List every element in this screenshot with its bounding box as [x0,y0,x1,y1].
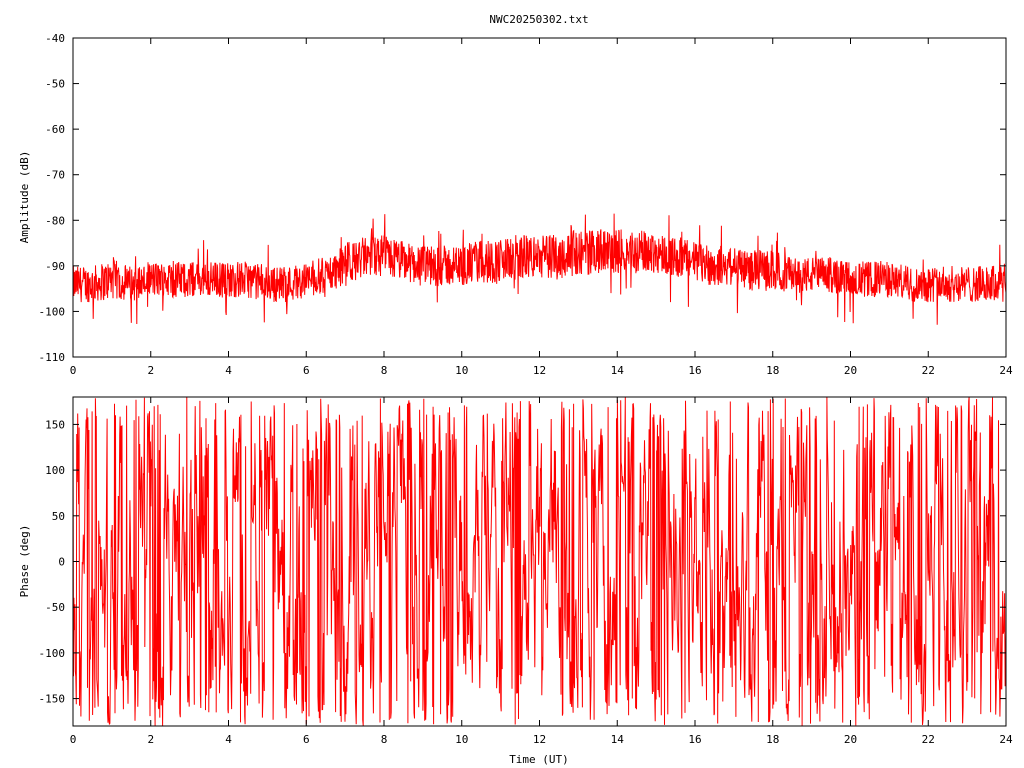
amplitude-y-tick-label: -40 [45,32,65,45]
amplitude-y-tick-label: -110 [39,351,66,364]
amplitude-x-tick-label: 12 [533,364,546,377]
amplitude-series-line [72,213,1007,325]
phase-panel: 0 2 4 6 8 10 12 14 16 18 20 22 24-150-100-5005010015… [18,396,1013,766]
phase-x-tick-label: 2 [147,733,154,746]
amplitude-x-tick-label: 16 [688,364,701,377]
phase-x-tick-label: 22 [922,733,935,746]
amplitude-axes: 0 2 4 6 8 10 12 14 16 18 20 22 24-110-100-90-80-70-6… [39,32,1013,377]
phase-x-tick-label: 24 [999,733,1013,746]
amplitude-x-tick-label: 10 [455,364,468,377]
amplitude-x-tick-label: 2 [147,364,154,377]
phase-axes: 0 2 4 6 8 10 12 14 16 18 20 22 24-150-100-5005010015… [39,397,1013,746]
phase-y-tick-label: -150 [39,693,66,706]
amplitude-y-tick-label: -50 [45,78,65,91]
amplitude-y-axis-label: Amplitude (dB) [18,151,31,244]
amplitude-x-tick-label: 20 [844,364,857,377]
amplitude-x-tick-label: 6 [303,364,310,377]
phase-y-axis-label: Phase (deg) [18,525,31,598]
phase-x-tick-label: 20 [844,733,857,746]
phase-x-tick-label: 16 [688,733,701,746]
chart-title: NWC20250302.txt [489,13,588,26]
phase-y-tick-label: -100 [39,647,66,660]
phase-x-tick-label: 6 [303,733,310,746]
amplitude-x-tick-label: 14 [611,364,625,377]
phase-y-tick-label: -50 [45,601,65,614]
phase-y-tick-label: 100 [45,464,65,477]
amplitude-y-tick-label: -70 [45,169,65,182]
phase-y-tick-label: 50 [52,510,65,523]
phase-y-tick-label: 0 [58,556,65,569]
amplitude-series [72,213,1007,325]
phase-series-line [72,397,1007,726]
amplitude-y-tick-label: -60 [45,123,65,136]
amplitude-x-tick-label: 18 [766,364,779,377]
amplitude-x-tick-label: 4 [225,364,232,377]
phase-x-tick-label: 0 [70,733,77,746]
amplitude-y-tick-label: -100 [39,305,66,318]
phase-y-tick-label: 150 [45,418,65,431]
phase-x-tick-label: 12 [533,733,546,746]
phase-x-tick-label: 4 [225,733,232,746]
phase-x-tick-label: 18 [766,733,779,746]
amplitude-plot-frame [72,37,1007,358]
phase-x-tick-label: 10 [455,733,468,746]
amplitude-x-tick-label: 0 [70,364,77,377]
amplitude-y-tick-label: -80 [45,214,65,227]
phase-series [72,397,1007,726]
amplitude-y-tick-label: -90 [45,260,65,273]
amplitude-x-tick-label: 8 [381,364,388,377]
phase-x-tick-label: 8 [381,733,388,746]
phase-x-tick-label: 14 [611,733,625,746]
amplitude-x-tick-label: 22 [922,364,935,377]
amplitude-panel: 0 2 4 6 8 10 12 14 16 18 20 22 24-110-100-90-80-70-6… [18,32,1013,377]
amplitude-x-tick-label: 24 [999,364,1013,377]
time-x-axis-label: Time (UT) [509,753,569,766]
